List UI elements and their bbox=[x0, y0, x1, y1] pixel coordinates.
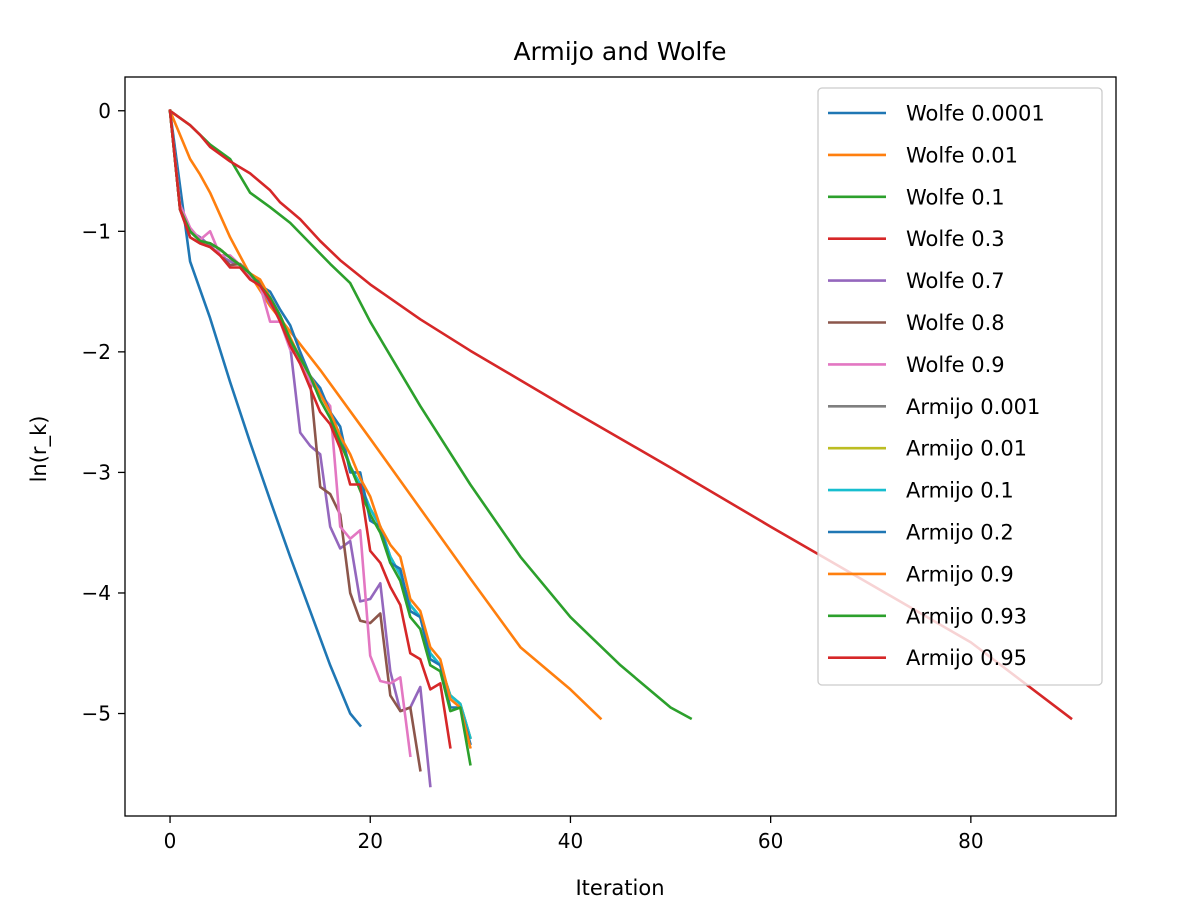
series-line bbox=[168, 109, 363, 728]
legend-label: Armijo 0.001 bbox=[906, 395, 1040, 419]
legend-label: Wolfe 0.3 bbox=[906, 227, 1005, 251]
series-layer bbox=[168, 108, 1073, 788]
y-tick-label: −4 bbox=[82, 581, 111, 605]
y-tick-label: 0 bbox=[98, 99, 111, 123]
series-line bbox=[168, 108, 693, 721]
legend-label: Armijo 0.9 bbox=[906, 562, 1014, 586]
legend-label: Armijo 0.1 bbox=[906, 479, 1014, 503]
x-axis-label: Iteration bbox=[575, 876, 664, 900]
series-line bbox=[168, 109, 452, 749]
x-tick-label: 0 bbox=[164, 829, 177, 853]
legend-label: Wolfe 0.1 bbox=[906, 185, 1005, 209]
legend-box bbox=[817, 87, 1103, 686]
x-tick-label: 20 bbox=[358, 829, 383, 853]
series-line bbox=[168, 109, 412, 758]
x-tick-label: 40 bbox=[558, 829, 583, 853]
y-tick-label: −1 bbox=[82, 219, 111, 243]
legend-label: Wolfe 0.9 bbox=[906, 353, 1005, 377]
legend-label: Armijo 0.01 bbox=[906, 437, 1027, 461]
legend-label: Wolfe 0.7 bbox=[906, 269, 1005, 293]
y-tick-label: −5 bbox=[82, 702, 111, 726]
x-tick-label: 60 bbox=[758, 829, 783, 853]
legend-label: Wolfe 0.01 bbox=[906, 143, 1018, 167]
legend-label: Wolfe 0.8 bbox=[906, 311, 1005, 335]
x-tick-label: 80 bbox=[958, 829, 983, 853]
ticks-layer: 0 20 40 60 80 0 −1 −2 −3 −4 −5 bbox=[82, 99, 984, 853]
legend-label: Armijo 0.93 bbox=[906, 604, 1027, 628]
series-line bbox=[168, 109, 603, 721]
legend: Wolfe 0.0001 Wolfe 0.01 Wolfe 0.1 Wolfe 0.3… bbox=[817, 87, 1103, 686]
y-tick-label: −2 bbox=[82, 340, 111, 364]
y-tick-label: −3 bbox=[82, 460, 111, 484]
legend-label: Armijo 0.2 bbox=[906, 521, 1014, 545]
series-line bbox=[168, 108, 1073, 721]
y-axis-label: ln(r_k) bbox=[27, 416, 52, 483]
plot-frame bbox=[124, 76, 1117, 817]
legend-label: Armijo 0.95 bbox=[906, 646, 1027, 670]
chart-title: Armijo and Wolfe bbox=[513, 37, 726, 66]
legend-label: Wolfe 0.0001 bbox=[906, 102, 1045, 126]
series-line bbox=[168, 109, 472, 766]
